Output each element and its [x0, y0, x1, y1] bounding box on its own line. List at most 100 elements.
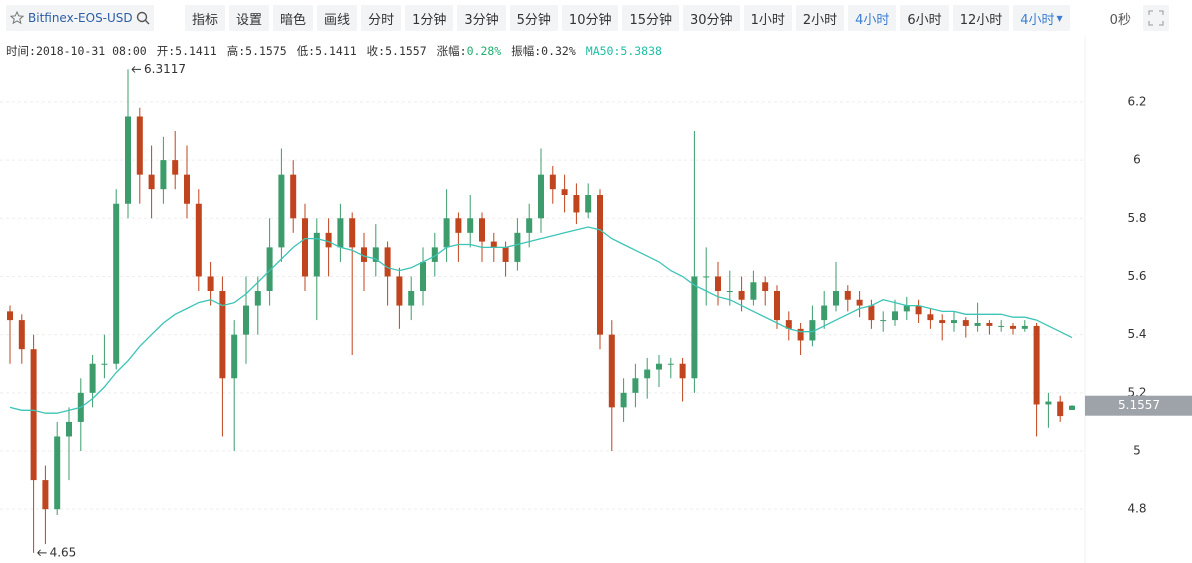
candle-body	[89, 363, 96, 393]
period-button[interactable]: 5分钟	[509, 5, 558, 31]
candle-body	[962, 320, 969, 326]
candle-body	[184, 174, 190, 204]
candle-body	[833, 291, 839, 306]
period-button[interactable]: 2小时	[795, 5, 845, 31]
candle-body	[7, 311, 13, 321]
candle-body	[384, 247, 391, 277]
annotation: 6.3117	[144, 62, 186, 76]
tool-button[interactable]: 画线	[317, 5, 358, 31]
info-field: 振幅:0.32%	[511, 44, 576, 58]
candle-body	[18, 320, 25, 350]
candle-body	[703, 276, 710, 278]
info-value: 0.32%	[541, 44, 576, 58]
candle-body	[892, 311, 898, 321]
candle-body	[738, 291, 745, 300]
periods: 分时 1分钟 3分钟 5分钟 10分钟 15分钟 30分钟 1小时 2小时 4小时 6小时 12小时	[361, 5, 1013, 31]
candle-body	[951, 320, 957, 324]
candle-body	[667, 363, 674, 365]
info-value: 5.1575	[245, 44, 287, 58]
candle-body	[1045, 401, 1052, 405]
tool-button[interactable]: 指标	[185, 5, 226, 31]
info-value: 2018-10-31 08:00	[35, 44, 147, 58]
candle-body	[597, 195, 603, 335]
period-button[interactable]: 1小时	[743, 5, 792, 31]
candle-body	[443, 218, 450, 248]
info-label: 收:	[366, 44, 386, 58]
y-tick-label: 5.6	[1127, 269, 1146, 283]
info-field: MA50:5.3838	[586, 44, 662, 58]
candle-body	[573, 195, 580, 213]
info-field: 涨幅:0.28%	[437, 44, 502, 58]
candle-body	[880, 320, 887, 322]
candle-body	[644, 369, 651, 379]
info-field: 低:5.1411	[297, 44, 357, 58]
candle-body	[136, 116, 143, 175]
candle-body	[868, 305, 875, 321]
candle-body	[372, 247, 379, 262]
candle-body	[278, 174, 285, 248]
candle-body	[195, 203, 202, 277]
tools: 指标 设置 暗色 画线	[185, 5, 361, 31]
y-tick-label: 4.8	[1127, 502, 1146, 516]
period-button[interactable]: 3分钟	[457, 5, 506, 31]
tool-button[interactable]: 暗色	[273, 5, 314, 31]
candle-body	[514, 232, 521, 262]
candle-body	[750, 282, 757, 300]
candle-body	[408, 291, 415, 306]
candle-body	[266, 247, 273, 292]
info-field: 高:5.1575	[227, 44, 287, 58]
info-label: 振幅:	[511, 44, 542, 58]
candle-body	[231, 334, 238, 379]
candle-body	[1069, 405, 1075, 410]
period-button[interactable]: 10分钟	[561, 5, 619, 31]
candle-body	[254, 291, 261, 306]
candle-body	[939, 320, 946, 324]
ma-line	[9, 226, 1073, 414]
candle-body	[1010, 325, 1016, 329]
candle-body	[821, 305, 828, 321]
star-icon	[10, 11, 24, 25]
info-field: 收:5.1557	[367, 44, 427, 58]
info-value: 5.1411	[315, 44, 357, 58]
period-button[interactable]: 15分钟	[622, 5, 680, 31]
candle-body	[774, 291, 780, 321]
period-menu-label: 4小时	[1020, 12, 1055, 28]
period-button[interactable]: 4小时	[848, 5, 897, 31]
candle-body	[502, 247, 509, 262]
candle-body	[160, 160, 167, 190]
info-label: 低:	[296, 44, 316, 58]
symbol-search[interactable]: Bitfinex-EOS-USD	[6, 5, 154, 31]
candle-body	[302, 218, 308, 277]
candle-body	[431, 247, 438, 262]
candle-body	[797, 328, 804, 341]
period-button[interactable]: 6小时	[900, 5, 949, 31]
search-icon	[136, 11, 150, 25]
period-button[interactable]: 分时	[361, 5, 402, 31]
info-value: 5.3838	[620, 44, 662, 58]
info-label: 时间:	[6, 44, 36, 58]
candle-body	[691, 276, 698, 379]
period-button[interactable]: 1分钟	[405, 5, 454, 31]
period-button[interactable]: 30分钟	[683, 5, 740, 31]
candle-body	[1033, 325, 1040, 405]
y-tick-label: 5.4	[1127, 327, 1146, 341]
candle-body	[479, 218, 485, 242]
fullscreen-button[interactable]	[1142, 5, 1169, 31]
candle-body	[1057, 401, 1064, 417]
candle-body	[679, 363, 686, 379]
candle-body	[656, 363, 662, 370]
candle-body	[219, 291, 226, 379]
candle-body	[526, 218, 533, 233]
candle-body	[42, 480, 49, 510]
candle-body	[420, 261, 426, 292]
candle-body	[455, 218, 462, 233]
period-menu[interactable]: 4小时 ▼	[1013, 5, 1070, 31]
last-price-label: 5.1557	[1118, 398, 1160, 412]
period-button[interactable]: 12小时	[952, 5, 1010, 31]
candle-body	[986, 323, 993, 326]
annotation-arrow	[37, 549, 47, 557]
candle-body	[243, 305, 249, 335]
tool-button[interactable]: 设置	[229, 5, 270, 31]
